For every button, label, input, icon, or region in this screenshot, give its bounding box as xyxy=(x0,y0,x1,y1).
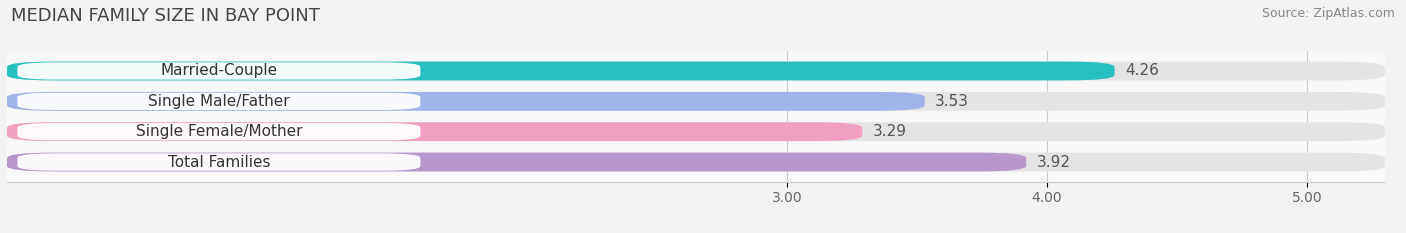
Text: Source: ZipAtlas.com: Source: ZipAtlas.com xyxy=(1261,7,1395,20)
FancyBboxPatch shape xyxy=(17,93,420,110)
FancyBboxPatch shape xyxy=(7,62,1115,80)
Text: Total Families: Total Families xyxy=(167,154,270,170)
Text: 3.92: 3.92 xyxy=(1036,154,1070,170)
FancyBboxPatch shape xyxy=(7,122,1385,141)
FancyBboxPatch shape xyxy=(7,122,862,141)
Text: MEDIAN FAMILY SIZE IN BAY POINT: MEDIAN FAMILY SIZE IN BAY POINT xyxy=(11,7,321,25)
FancyBboxPatch shape xyxy=(17,153,420,171)
FancyBboxPatch shape xyxy=(7,153,1026,171)
Text: 3.29: 3.29 xyxy=(873,124,907,139)
Text: Single Female/Mother: Single Female/Mother xyxy=(135,124,302,139)
Text: Married-Couple: Married-Couple xyxy=(160,63,277,79)
FancyBboxPatch shape xyxy=(7,153,1385,171)
Text: 3.53: 3.53 xyxy=(935,94,969,109)
Text: Single Male/Father: Single Male/Father xyxy=(148,94,290,109)
FancyBboxPatch shape xyxy=(7,92,1385,111)
FancyBboxPatch shape xyxy=(7,92,925,111)
FancyBboxPatch shape xyxy=(7,62,1385,80)
FancyBboxPatch shape xyxy=(17,62,420,80)
Text: 4.26: 4.26 xyxy=(1125,63,1159,79)
FancyBboxPatch shape xyxy=(17,123,420,140)
